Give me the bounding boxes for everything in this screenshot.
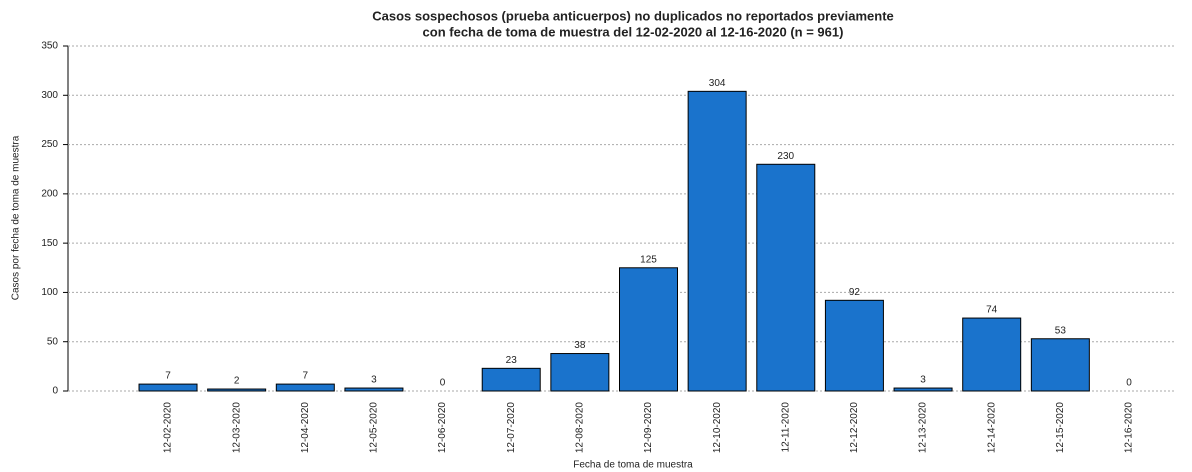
x-tick-label: 12-16-2020 (1124, 402, 1135, 454)
value-label: 53 (1055, 325, 1067, 336)
x-tick-label: 12-07-2020 (506, 402, 517, 454)
bar (893, 387, 953, 392)
x-tick-label: 12-11-2020 (780, 402, 791, 453)
y-tick-label: 200 (41, 188, 58, 199)
value-label: 3 (371, 375, 377, 386)
bar (138, 383, 198, 392)
y-tick-label: 250 (41, 139, 58, 150)
bar (344, 387, 404, 392)
value-label: 38 (574, 340, 586, 351)
y-tick-label: 300 (41, 90, 58, 101)
x-tick-label: 12-14-2020 (986, 402, 997, 454)
x-tick-label: 12-04-2020 (300, 402, 311, 454)
value-label: 304 (709, 78, 726, 89)
bar (962, 317, 1022, 392)
x-tick-label: 12-02-2020 (163, 402, 174, 454)
value-label: 230 (777, 151, 794, 162)
bar (619, 267, 678, 392)
value-label: 7 (303, 371, 309, 382)
y-tick-label: 50 (47, 336, 59, 347)
bar (550, 353, 610, 392)
bar (824, 299, 884, 392)
bar (687, 90, 747, 392)
x-tick-label: 12-08-2020 (575, 402, 586, 454)
x-tick-label: 12-10-2020 (712, 402, 723, 454)
x-tick-label: 12-12-2020 (849, 402, 860, 454)
x-tick-label: 12-06-2020 (437, 402, 448, 454)
y-tick-label: 350 (41, 41, 58, 52)
x-tick-label: 12-13-2020 (918, 402, 929, 454)
value-label: 2 (234, 376, 240, 387)
y-tick-label: 100 (41, 287, 58, 298)
chart-title: con fecha de toma de muestra del 12-02-2… (423, 24, 844, 39)
value-label: 7 (165, 371, 171, 382)
x-tick-label: 12-09-2020 (643, 402, 654, 454)
bar (1030, 338, 1090, 392)
x-tick-label: 12-05-2020 (369, 402, 380, 454)
x-axis-label: Fecha de toma de muestra (573, 460, 693, 471)
bar (275, 383, 335, 392)
x-tick-label: 12-15-2020 (1055, 402, 1066, 454)
bar (481, 367, 541, 392)
bar (207, 388, 267, 392)
value-label: 74 (986, 305, 998, 316)
value-label: 23 (506, 355, 518, 366)
y-tick-label: 0 (52, 386, 58, 397)
x-tick-label: 12-03-2020 (231, 402, 242, 454)
value-label: 0 (1126, 378, 1132, 389)
chart-title: Casos sospechosos (prueba anticuerpos) n… (372, 8, 894, 23)
value-label: 0 (440, 378, 446, 389)
y-tick-label: 150 (41, 238, 58, 249)
value-label: 92 (849, 287, 861, 298)
bar (756, 163, 816, 392)
value-label: 125 (640, 254, 657, 265)
y-axis-label: Casos por fecha de toma de muestra (11, 135, 22, 300)
value-label: 3 (920, 375, 926, 386)
